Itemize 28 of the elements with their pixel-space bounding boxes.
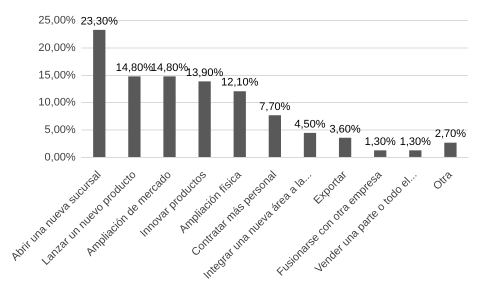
- data-label: 7,70%: [259, 100, 291, 113]
- x-tick-label: Otra: [431, 168, 456, 193]
- data-label: 1,30%: [364, 136, 396, 148]
- y-tick-label: 20,00%: [38, 42, 76, 54]
- data-label: 14,80%: [116, 62, 154, 74]
- y-tick-label: 5,00%: [44, 124, 76, 136]
- data-label: 12,10%: [221, 76, 259, 89]
- data-label: 14,80%: [150, 62, 188, 74]
- data-label: 23,30%: [80, 15, 118, 28]
- data-label: 4,50%: [294, 118, 326, 130]
- bar: [444, 142, 457, 157]
- bar: [234, 91, 246, 157]
- y-tick-label: 10,00%: [38, 96, 76, 109]
- data-label: 2,70%: [434, 128, 466, 140]
- y-tick-label: 15,00%: [38, 69, 76, 82]
- data-label: 1,30%: [400, 136, 432, 148]
- bar: [304, 132, 316, 157]
- bar: [338, 138, 352, 157]
- bar: [128, 76, 141, 157]
- y-tick-label: 0,00%: [44, 151, 76, 164]
- bar: [268, 115, 282, 157]
- data-label: 3,60%: [329, 123, 361, 136]
- bar: [163, 76, 176, 157]
- y-tick-label: 25,00%: [38, 14, 76, 27]
- bar: [374, 150, 386, 157]
- bar: [409, 150, 422, 157]
- bar: [198, 81, 211, 157]
- bar: [93, 30, 106, 157]
